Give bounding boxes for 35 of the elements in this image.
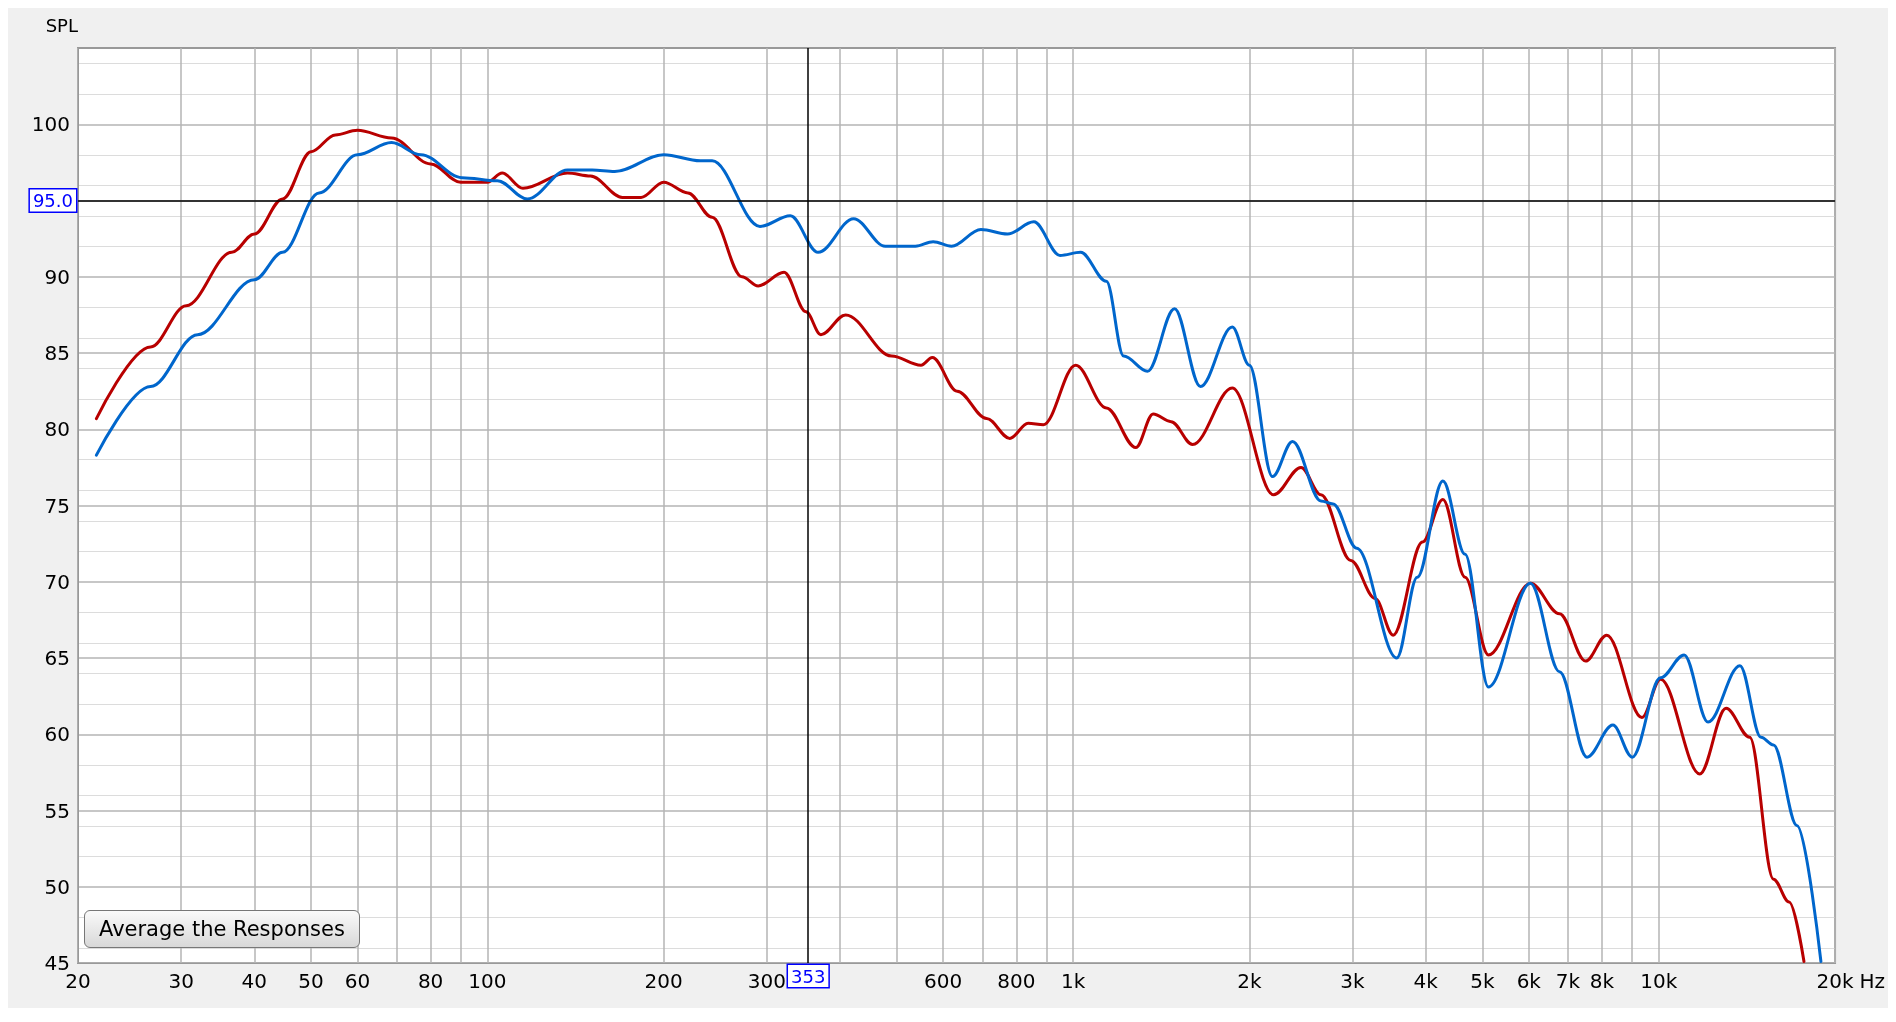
x-tick-label: 60 [344,969,371,993]
x-tick-label: 80 [417,969,444,993]
x-tick-label: 100 [468,969,507,993]
x-tick-label: 3k [1340,969,1366,993]
x-tick-label: 10k [1640,969,1678,993]
x-tick-label: 4k [1413,969,1439,993]
x-tick-label: 600 [924,969,963,993]
x-tick-label: 300 [747,969,786,993]
y-tick-label: 65 [44,646,70,670]
x-tick-label: 6k [1516,969,1542,993]
ref-line-label: 95.0 [32,190,73,211]
y-tick-label: 90 [44,264,70,289]
y-tick-label: 70 [44,569,70,594]
x-tick-label: 8k [1589,969,1615,993]
average-button: Average the Responses [84,910,360,948]
x-tick-label: 20k [1816,969,1854,993]
x-tick-label: 5k [1470,969,1495,993]
x-tick-label: 2k [1237,969,1262,993]
x-tick-label: 200 [644,969,683,993]
y-tick-label: 100 [31,112,70,137]
y-axis-title: SPL [45,14,78,36]
y-tick-label: 55 [44,798,70,823]
x-tick-label: 50 [298,969,324,993]
x-tick-label: 40 [241,969,268,993]
y-tick-label: 50 [44,874,70,899]
x-tick-label: 1k [1060,969,1086,993]
x-tick-label: 30 [168,969,194,993]
y-tick-label: 80 [44,417,70,442]
y-tick-label: 85 [44,341,70,365]
y-tick-label: 75 [44,493,70,518]
x-tick-label: 7k [1555,969,1581,993]
ref-line-label: 353 [791,965,826,987]
x-tick-label: 800 [997,969,1036,993]
y-tick-label: 60 [44,722,70,747]
x-axis-title: Hz [1859,969,1886,993]
